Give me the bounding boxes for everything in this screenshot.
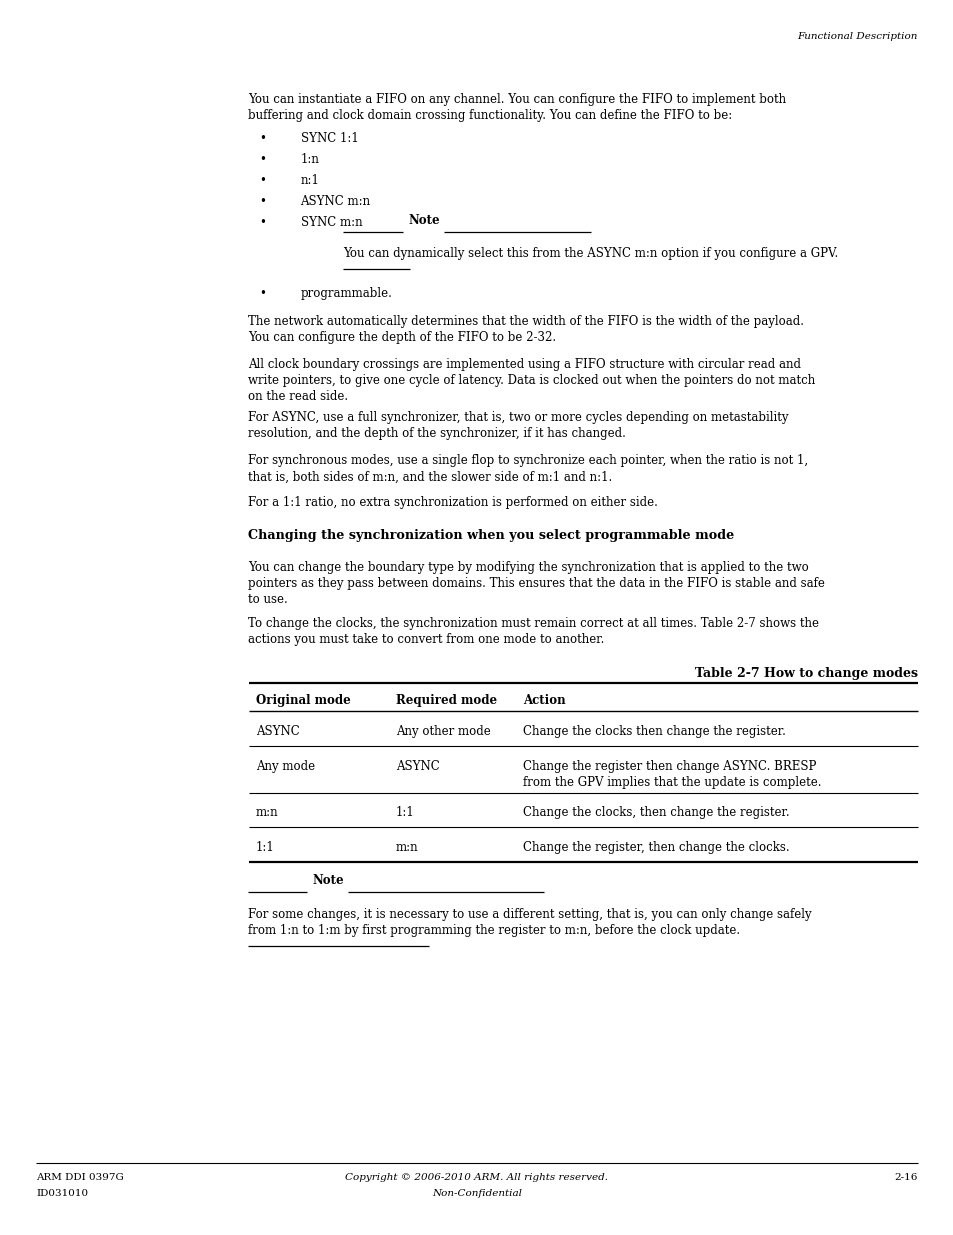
Text: Change the clocks, then change the register.: Change the clocks, then change the regis… <box>522 806 788 820</box>
Text: To change the clocks, the synchronization must remain correct at all times. Tabl: To change the clocks, the synchronizatio… <box>248 618 819 646</box>
Text: Any other mode: Any other mode <box>395 725 490 739</box>
Text: 2-16: 2-16 <box>893 1173 917 1182</box>
Text: Note: Note <box>313 873 344 887</box>
Text: All clock boundary crossings are implemented using a FIFO structure with circula: All clock boundary crossings are impleme… <box>248 358 815 403</box>
Text: Action: Action <box>522 694 565 708</box>
Text: m:n: m:n <box>255 806 278 820</box>
Text: •: • <box>259 153 266 167</box>
Text: 1:1: 1:1 <box>255 841 274 855</box>
Text: ID031010: ID031010 <box>36 1189 89 1198</box>
Text: Note: Note <box>408 214 439 227</box>
Text: programmable.: programmable. <box>300 287 392 300</box>
Text: •: • <box>259 195 266 209</box>
Text: You can change the boundary type by modifying the synchronization that is applie: You can change the boundary type by modi… <box>248 561 824 605</box>
Text: For some changes, it is necessary to use a different setting, that is, you can o: For some changes, it is necessary to use… <box>248 908 811 936</box>
Text: Change the register then change ASYNC. BRESP
from the GPV implies that the updat: Change the register then change ASYNC. B… <box>522 760 821 788</box>
Text: ASYNC: ASYNC <box>395 760 439 773</box>
Text: Copyright © 2006-2010 ARM. All rights reserved.: Copyright © 2006-2010 ARM. All rights re… <box>345 1173 608 1182</box>
Text: Change the register, then change the clocks.: Change the register, then change the clo… <box>522 841 788 855</box>
Text: n:1: n:1 <box>300 174 319 188</box>
Text: Required mode: Required mode <box>395 694 497 708</box>
Text: •: • <box>259 287 266 300</box>
Text: 1:1: 1:1 <box>395 806 415 820</box>
Text: ASYNC m:n: ASYNC m:n <box>300 195 371 209</box>
Text: ARM DDI 0397G: ARM DDI 0397G <box>36 1173 124 1182</box>
Text: ASYNC: ASYNC <box>255 725 299 739</box>
Text: Non-Confidential: Non-Confidential <box>432 1189 521 1198</box>
Text: •: • <box>259 174 266 188</box>
Text: 1:n: 1:n <box>300 153 319 167</box>
Text: SYNC m:n: SYNC m:n <box>300 216 362 230</box>
Text: Any mode: Any mode <box>255 760 314 773</box>
Text: SYNC 1:1: SYNC 1:1 <box>300 132 358 146</box>
Text: •: • <box>259 132 266 146</box>
Text: Original mode: Original mode <box>255 694 350 708</box>
Text: For a 1:1 ratio, no extra synchronization is performed on either side.: For a 1:1 ratio, no extra synchronizatio… <box>248 496 658 510</box>
Text: For synchronous modes, use a single flop to synchronize each pointer, when the r: For synchronous modes, use a single flop… <box>248 454 807 483</box>
Text: For ASYNC, use a full synchronizer, that is, two or more cycles depending on met: For ASYNC, use a full synchronizer, that… <box>248 411 788 440</box>
Text: Table 2-7 How to change modes: Table 2-7 How to change modes <box>694 667 917 680</box>
Text: m:n: m:n <box>395 841 418 855</box>
Text: Functional Description: Functional Description <box>797 32 917 41</box>
Text: You can instantiate a FIFO on any channel. You can configure the FIFO to impleme: You can instantiate a FIFO on any channe… <box>248 93 785 121</box>
Text: You can dynamically select this from the ASYNC m:n option if you configure a GPV: You can dynamically select this from the… <box>343 247 838 261</box>
Text: •: • <box>259 216 266 230</box>
Text: The network automatically determines that the width of the FIFO is the width of : The network automatically determines tha… <box>248 315 803 343</box>
Text: Changing the synchronization when you select programmable mode: Changing the synchronization when you se… <box>248 529 734 542</box>
Text: Change the clocks then change the register.: Change the clocks then change the regist… <box>522 725 785 739</box>
